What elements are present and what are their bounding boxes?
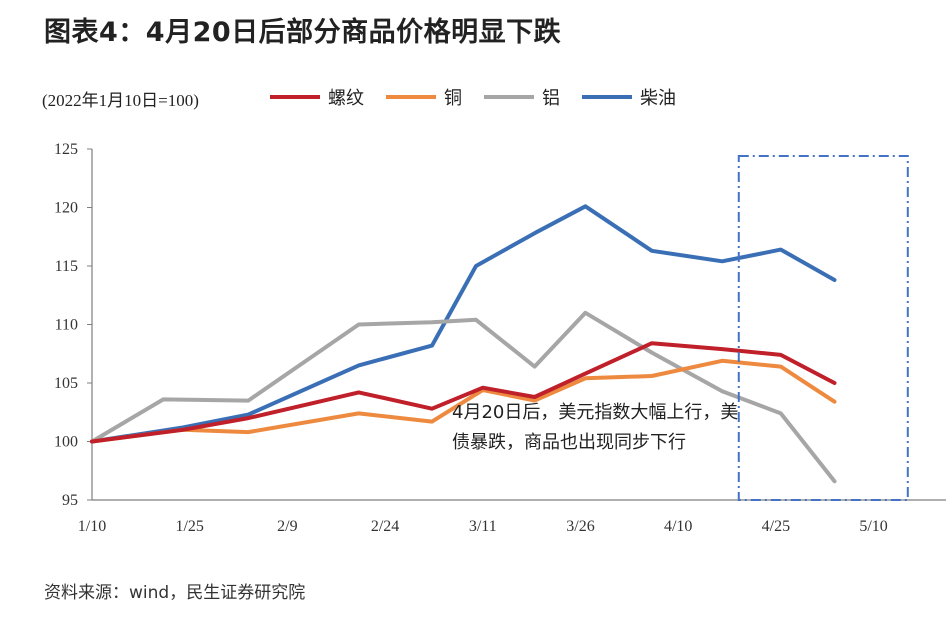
x-tick-label: 1/25	[175, 518, 203, 535]
y-tick-label: 110	[55, 317, 78, 334]
legend-item-aluminum: 铝	[484, 84, 560, 110]
series-line-rebar	[90, 341, 837, 444]
chart-series	[90, 204, 837, 484]
chart-annotation: 4月20日后，美元指数大幅上行，美债暴跌，商品也出现同步下行	[452, 402, 739, 453]
chart-overlay	[737, 155, 909, 502]
legend-label-copper: 铜	[444, 88, 462, 109]
legend-item-diesel: 柴油	[582, 84, 676, 110]
legend-label-aluminum: 铝	[542, 88, 560, 109]
legend-swatch-diesel	[582, 95, 632, 99]
x-tick-label: 4/10	[664, 518, 692, 535]
y-tick-label: 120	[54, 200, 78, 217]
unit-label: (2022年1月10日=100)	[42, 91, 199, 110]
x-tick-label: 2/9	[277, 518, 297, 535]
y-tick-label: 100	[54, 434, 78, 451]
legend-label-rebar: 螺纹	[328, 88, 364, 109]
highlight-box	[737, 155, 909, 502]
series-line-aluminum	[90, 310, 837, 484]
x-tick-label: 3/11	[469, 518, 497, 535]
legend-item-rebar: 螺纹	[270, 84, 364, 110]
chart-title: 图表4：4月20日后部分商品价格明显下跌	[44, 17, 562, 48]
legend-swatch-copper	[386, 95, 436, 99]
x-tick-label: 1/10	[78, 518, 106, 535]
series-line-copper	[90, 358, 837, 444]
y-tick-label: 95	[62, 492, 78, 509]
legend-swatch-aluminum	[484, 95, 534, 99]
series-line-diesel	[90, 204, 837, 444]
legend-swatch-rebar	[270, 95, 320, 99]
x-tick-label: 3/26	[566, 518, 594, 535]
x-tick-label: 5/10	[859, 518, 887, 535]
source-note: 资料来源：wind，民生证券研究院	[44, 583, 306, 603]
legend-item-copper: 铜	[386, 84, 462, 110]
x-tick-label: 4/25	[762, 518, 790, 535]
legend-label-diesel: 柴油	[640, 88, 676, 109]
y-tick-label: 105	[54, 375, 78, 392]
chart-legend: 螺纹 铜 铝 柴油	[270, 84, 698, 110]
y-tick-label: 115	[55, 258, 78, 275]
y-tick-label: 125	[54, 141, 78, 158]
x-tick-label: 2/24	[371, 518, 399, 535]
